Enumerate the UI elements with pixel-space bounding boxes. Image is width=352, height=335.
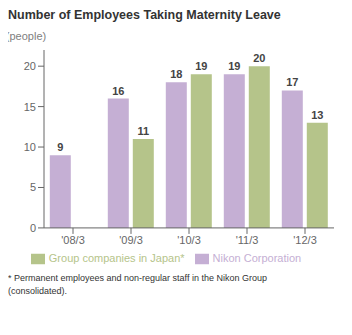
svg-text:5: 5 xyxy=(30,181,36,193)
html-text:* Permanent employees and non-: * Permanent employees and non-regular st… xyxy=(8,273,267,283)
svg-text:15: 15 xyxy=(24,101,36,113)
svg-text:11: 11 xyxy=(137,125,149,137)
svg-text:'12/3: '12/3 xyxy=(293,234,317,246)
svg-text:'08/3: '08/3 xyxy=(61,234,85,246)
html-text:(consolidated).: (consolidated). xyxy=(8,286,67,296)
svg-text:13: 13 xyxy=(311,109,323,121)
html-text:Number of Employees Taking Mat: Number of Employees Taking Maternity Lea… xyxy=(8,8,281,22)
svg-text:17: 17 xyxy=(286,76,298,88)
html-text:Nikon Corporation: Nikon Corporation xyxy=(212,251,302,264)
svg-text:19: 19 xyxy=(228,60,240,72)
svg-text:16: 16 xyxy=(112,85,124,97)
svg-text:18: 18 xyxy=(170,68,182,80)
svg-text:0: 0 xyxy=(30,222,36,234)
svg-text:(people): (people) xyxy=(8,30,46,42)
svg-text:'11/3: '11/3 xyxy=(236,234,259,246)
svg-text:19: 19 xyxy=(195,60,207,72)
svg-text:10: 10 xyxy=(24,141,36,153)
html-text:Group companies in Japan*: Group companies in Japan* xyxy=(48,251,185,264)
svg-text:20: 20 xyxy=(24,60,36,72)
svg-text:'09/3: '09/3 xyxy=(119,234,143,246)
svg-text:20: 20 xyxy=(253,52,265,64)
svg-text:'10/3: '10/3 xyxy=(177,234,201,246)
svg-text:9: 9 xyxy=(57,141,63,153)
